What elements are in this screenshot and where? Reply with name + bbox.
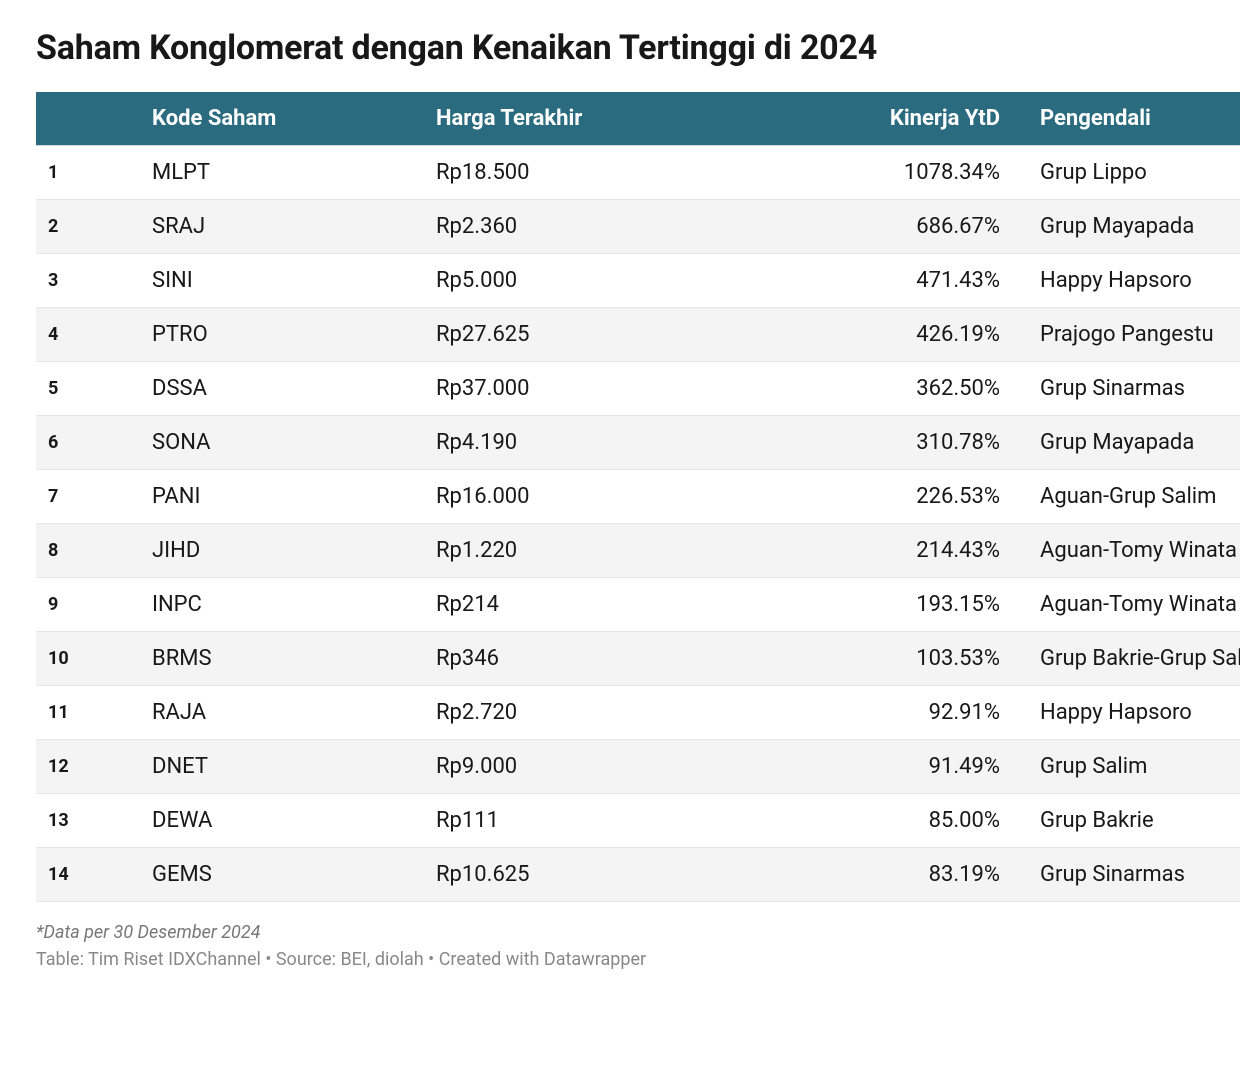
table-row: 2SRAJRp2.360686.67%Grup Mayapada bbox=[36, 200, 1240, 254]
table-row: 4PTRORp27.625426.19%Prajogo Pangestu bbox=[36, 308, 1240, 362]
cell-price: Rp5.000 bbox=[424, 254, 748, 308]
footnote: *Data per 30 Desember 2024 bbox=[36, 922, 1204, 943]
cell-ytd: 83.19% bbox=[748, 848, 1028, 902]
cell-code: BRMS bbox=[140, 632, 424, 686]
stock-table: Kode Saham Harga Terakhir Kinerja YtD Pe… bbox=[36, 92, 1240, 902]
cell-controller: Grup Mayapada bbox=[1028, 200, 1240, 254]
table-row: 6SONARp4.190310.78%Grup Mayapada bbox=[36, 416, 1240, 470]
cell-code: DEWA bbox=[140, 794, 424, 848]
cell-rank: 14 bbox=[36, 848, 140, 902]
cell-rank: 9 bbox=[36, 578, 140, 632]
cell-controller: Prajogo Pangestu bbox=[1028, 308, 1240, 362]
cell-ytd: 471.43% bbox=[748, 254, 1028, 308]
cell-code: SONA bbox=[140, 416, 424, 470]
cell-ytd: 103.53% bbox=[748, 632, 1028, 686]
table-header: Kode Saham Harga Terakhir Kinerja YtD Pe… bbox=[36, 92, 1240, 146]
cell-code: DNET bbox=[140, 740, 424, 794]
col-header-price: Harga Terakhir bbox=[424, 92, 748, 146]
credit-line: Table: Tim Riset IDXChannel • Source: BE… bbox=[36, 949, 1204, 970]
cell-code: INPC bbox=[140, 578, 424, 632]
cell-rank: 7 bbox=[36, 470, 140, 524]
cell-price: Rp27.625 bbox=[424, 308, 748, 362]
col-header-ytd: Kinerja YtD bbox=[748, 92, 1028, 146]
col-header-code: Kode Saham bbox=[140, 92, 424, 146]
cell-ytd: 1078.34% bbox=[748, 146, 1028, 200]
cell-code: DSSA bbox=[140, 362, 424, 416]
table-body: 1MLPTRp18.5001078.34%Grup Lippo2SRAJRp2.… bbox=[36, 146, 1240, 902]
cell-controller: Grup Sinarmas bbox=[1028, 362, 1240, 416]
cell-controller: Aguan-Tomy Winata bbox=[1028, 524, 1240, 578]
cell-code: RAJA bbox=[140, 686, 424, 740]
cell-price: Rp18.500 bbox=[424, 146, 748, 200]
cell-code: MLPT bbox=[140, 146, 424, 200]
cell-controller: Happy Hapsoro bbox=[1028, 254, 1240, 308]
cell-price: Rp2.720 bbox=[424, 686, 748, 740]
cell-ytd: 226.53% bbox=[748, 470, 1028, 524]
cell-price: Rp1.220 bbox=[424, 524, 748, 578]
page-title: Saham Konglomerat dengan Kenaikan Tertin… bbox=[36, 28, 1204, 68]
cell-ytd: 310.78% bbox=[748, 416, 1028, 470]
cell-rank: 4 bbox=[36, 308, 140, 362]
cell-code: GEMS bbox=[140, 848, 424, 902]
cell-controller: Grup Mayapada bbox=[1028, 416, 1240, 470]
table-row: 13DEWARp11185.00%Grup Bakrie bbox=[36, 794, 1240, 848]
cell-rank: 10 bbox=[36, 632, 140, 686]
cell-rank: 13 bbox=[36, 794, 140, 848]
cell-code: PANI bbox=[140, 470, 424, 524]
table-row: 10BRMSRp346103.53%Grup Bakrie-Grup Salim bbox=[36, 632, 1240, 686]
cell-price: Rp16.000 bbox=[424, 470, 748, 524]
cell-code: SRAJ bbox=[140, 200, 424, 254]
cell-price: Rp346 bbox=[424, 632, 748, 686]
cell-price: Rp214 bbox=[424, 578, 748, 632]
table-row: 7PANIRp16.000226.53%Aguan-Grup Salim bbox=[36, 470, 1240, 524]
cell-controller: Happy Hapsoro bbox=[1028, 686, 1240, 740]
cell-controller: Grup Sinarmas bbox=[1028, 848, 1240, 902]
cell-rank: 8 bbox=[36, 524, 140, 578]
table-row: 12DNETRp9.00091.49%Grup Salim bbox=[36, 740, 1240, 794]
table-row: 9INPCRp214193.15%Aguan-Tomy Winata bbox=[36, 578, 1240, 632]
cell-rank: 2 bbox=[36, 200, 140, 254]
cell-controller: Grup Lippo bbox=[1028, 146, 1240, 200]
cell-code: PTRO bbox=[140, 308, 424, 362]
cell-ytd: 214.43% bbox=[748, 524, 1028, 578]
cell-code: SINI bbox=[140, 254, 424, 308]
cell-ytd: 85.00% bbox=[748, 794, 1028, 848]
table-row: 14GEMSRp10.62583.19%Grup Sinarmas bbox=[36, 848, 1240, 902]
cell-code: JIHD bbox=[140, 524, 424, 578]
cell-rank: 11 bbox=[36, 686, 140, 740]
cell-price: Rp2.360 bbox=[424, 200, 748, 254]
cell-rank: 3 bbox=[36, 254, 140, 308]
cell-ytd: 193.15% bbox=[748, 578, 1028, 632]
cell-price: Rp10.625 bbox=[424, 848, 748, 902]
cell-ytd: 91.49% bbox=[748, 740, 1028, 794]
table-row: 8JIHDRp1.220214.43%Aguan-Tomy Winata bbox=[36, 524, 1240, 578]
cell-price: Rp4.190 bbox=[424, 416, 748, 470]
cell-rank: 5 bbox=[36, 362, 140, 416]
cell-rank: 1 bbox=[36, 146, 140, 200]
cell-ytd: 92.91% bbox=[748, 686, 1028, 740]
cell-controller: Aguan-Tomy Winata bbox=[1028, 578, 1240, 632]
cell-controller: Grup Bakrie-Grup Salim bbox=[1028, 632, 1240, 686]
cell-rank: 6 bbox=[36, 416, 140, 470]
table-container: Saham Konglomerat dengan Kenaikan Tertin… bbox=[0, 0, 1240, 998]
cell-rank: 12 bbox=[36, 740, 140, 794]
cell-controller: Aguan-Grup Salim bbox=[1028, 470, 1240, 524]
cell-controller: Grup Salim bbox=[1028, 740, 1240, 794]
cell-ytd: 426.19% bbox=[748, 308, 1028, 362]
cell-ytd: 362.50% bbox=[748, 362, 1028, 416]
table-row: 11RAJARp2.72092.91%Happy Hapsoro bbox=[36, 686, 1240, 740]
table-row: 5DSSARp37.000362.50%Grup Sinarmas bbox=[36, 362, 1240, 416]
cell-controller: Grup Bakrie bbox=[1028, 794, 1240, 848]
table-row: 1MLPTRp18.5001078.34%Grup Lippo bbox=[36, 146, 1240, 200]
col-header-controller: Pengendali bbox=[1028, 92, 1240, 146]
table-row: 3SINIRp5.000471.43%Happy Hapsoro bbox=[36, 254, 1240, 308]
cell-ytd: 686.67% bbox=[748, 200, 1028, 254]
cell-price: Rp9.000 bbox=[424, 740, 748, 794]
cell-price: Rp111 bbox=[424, 794, 748, 848]
cell-price: Rp37.000 bbox=[424, 362, 748, 416]
col-header-rank bbox=[36, 92, 140, 146]
